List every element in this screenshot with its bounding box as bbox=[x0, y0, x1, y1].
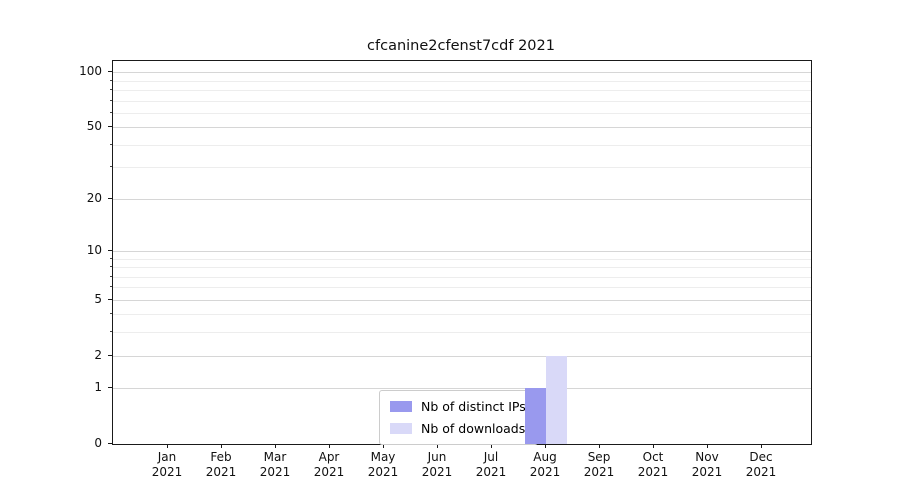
x-tick-label: Jan 2021 bbox=[151, 450, 183, 479]
y-minor-tick-mark bbox=[110, 79, 112, 81]
y-minor-tick-mark bbox=[110, 331, 112, 333]
y-tick-mark bbox=[108, 298, 112, 300]
legend-swatch-distinct-ips-icon bbox=[390, 401, 412, 412]
gridline-major bbox=[113, 127, 811, 129]
gridline-minor bbox=[113, 80, 811, 82]
y-tick-mark bbox=[108, 387, 112, 389]
y-tick-label: 10 bbox=[86, 242, 102, 257]
gridline-minor bbox=[113, 100, 811, 102]
legend-swatch-downloads-icon bbox=[390, 423, 412, 434]
y-minor-tick-mark bbox=[110, 313, 112, 315]
y-minor-tick-mark bbox=[110, 111, 112, 113]
x-tick-label: Mar 2021 bbox=[259, 450, 291, 479]
gridline-minor bbox=[113, 267, 811, 268]
y-tick-mark bbox=[108, 443, 112, 444]
x-tick-mark bbox=[707, 444, 708, 448]
gridline-major bbox=[113, 72, 811, 74]
gridline-minor bbox=[113, 89, 811, 91]
gridline-major bbox=[113, 198, 811, 200]
y-minor-tick-mark bbox=[110, 257, 112, 259]
y-minor-tick-mark bbox=[110, 266, 112, 267]
x-tick-label: Jun 2021 bbox=[421, 450, 453, 479]
gridline-major bbox=[113, 388, 811, 390]
legend-label-distinct-ips: Nb of distinct IPs bbox=[421, 399, 526, 414]
y-tick-mark bbox=[108, 249, 112, 251]
legend-label-downloads: Nb of downloads bbox=[421, 421, 526, 436]
gridline-minor bbox=[113, 167, 811, 169]
y-minor-tick-mark bbox=[110, 166, 112, 168]
y-tick-label: 100 bbox=[79, 64, 102, 79]
bar-nb-of-distinct-ips-aug-2021 bbox=[525, 388, 546, 444]
plot-area: Nb of distinct IPs Nb of downloads bbox=[112, 60, 812, 445]
x-tick-label: Apr 2021 bbox=[313, 450, 345, 479]
x-tick-mark bbox=[653, 444, 654, 448]
chart-title: cfcanine2cfenst7cdf 2021 bbox=[367, 38, 555, 54]
y-tick-label: 0 bbox=[94, 436, 102, 450]
gridline-major bbox=[113, 355, 811, 357]
gridline-major bbox=[113, 250, 811, 252]
gridline-minor bbox=[113, 287, 811, 289]
x-tick-label: Aug 2021 bbox=[529, 450, 561, 479]
legend-item-distinct-ips: Nb of distinct IPs bbox=[390, 399, 526, 414]
y-minor-tick-mark bbox=[110, 99, 112, 101]
legend: Nb of distinct IPs Nb of downloads bbox=[379, 390, 538, 445]
x-tick-mark bbox=[491, 444, 492, 448]
gridline-minor bbox=[113, 258, 811, 260]
x-tick-label: Feb 2021 bbox=[205, 450, 237, 479]
x-tick-label: Sep 2021 bbox=[583, 450, 615, 479]
x-tick-mark bbox=[167, 444, 168, 448]
y-tick-mark bbox=[108, 126, 112, 128]
gridline-minor bbox=[113, 112, 811, 114]
y-tick-label: 2 bbox=[94, 347, 102, 362]
y-minor-tick-mark bbox=[110, 275, 112, 277]
y-minor-tick-mark bbox=[110, 286, 112, 288]
y-minor-tick-mark bbox=[110, 143, 112, 145]
gridline-major bbox=[113, 299, 811, 301]
x-tick-label: Dec 2021 bbox=[745, 450, 777, 479]
x-tick-mark bbox=[545, 444, 546, 448]
y-minor-tick-mark bbox=[110, 88, 112, 90]
gridline-minor bbox=[113, 314, 811, 316]
y-tick-label: 1 bbox=[94, 380, 102, 395]
gridline-minor bbox=[113, 332, 811, 334]
x-tick-mark bbox=[383, 444, 384, 448]
y-tick-mark bbox=[108, 197, 112, 199]
x-tick-mark bbox=[275, 444, 276, 448]
y-tick-mark bbox=[108, 354, 112, 356]
gridline-minor bbox=[113, 276, 811, 278]
y-tick-label: 50 bbox=[86, 119, 102, 134]
gridline-minor bbox=[113, 144, 811, 146]
x-tick-label: Jul 2021 bbox=[475, 450, 507, 479]
bar-nb-of-downloads-aug-2021 bbox=[546, 355, 567, 444]
legend-item-downloads: Nb of downloads bbox=[390, 421, 526, 436]
x-tick-mark bbox=[761, 444, 762, 448]
y-tick-mark bbox=[108, 71, 112, 73]
x-tick-mark bbox=[329, 444, 330, 448]
x-tick-mark bbox=[437, 444, 438, 448]
y-tick-label: 20 bbox=[86, 190, 102, 205]
x-tick-mark bbox=[599, 444, 600, 448]
x-tick-mark bbox=[221, 444, 222, 448]
x-tick-label: Oct 2021 bbox=[637, 450, 669, 479]
y-tick-label: 5 bbox=[94, 291, 102, 306]
x-tick-label: Nov 2021 bbox=[691, 450, 723, 479]
x-tick-label: May 2021 bbox=[367, 450, 399, 479]
